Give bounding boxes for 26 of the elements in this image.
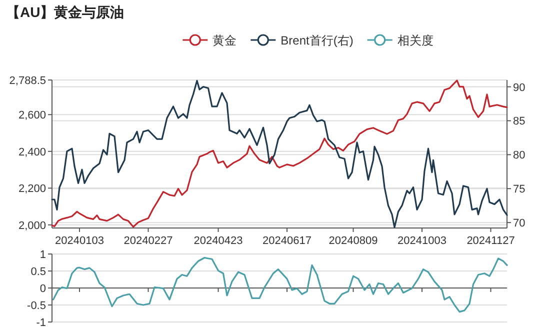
- y2-tick-label: 80: [513, 150, 526, 162]
- y-tick-label: 1: [40, 249, 46, 261]
- x-tick-label: 20240617: [262, 235, 312, 247]
- y-tick-label: 2,600: [18, 110, 46, 122]
- legend-label: Brent首行(右): [280, 34, 354, 48]
- y-tick-label: 0.5: [30, 266, 46, 278]
- x-tick-label: 20241003: [398, 235, 446, 247]
- y2-tick-label: 70: [513, 218, 526, 230]
- y2-tick-label: 90: [513, 82, 526, 94]
- x-tick-label: 20240103: [55, 235, 104, 247]
- y-tick-label: 0: [40, 283, 46, 295]
- y-tick-label: 2,788.5: [9, 75, 46, 87]
- y-tick-label: 2,400: [18, 146, 46, 158]
- x-tick-label: 20240423: [194, 235, 243, 247]
- y-tick-label: -0.5: [27, 300, 46, 312]
- y-tick-label: -1: [36, 317, 46, 327]
- x-tick-label: 20240809: [328, 235, 378, 247]
- y2-tick-label: 85: [513, 116, 526, 128]
- legend-label: 黄金: [212, 34, 237, 48]
- x-tick-label: 20240227: [124, 235, 173, 247]
- legend-label: 相关度: [397, 34, 434, 48]
- y2-tick-label: 75: [513, 184, 526, 196]
- x-tick-label: 20241127: [466, 235, 515, 247]
- y-tick-label: 2,000: [18, 220, 46, 232]
- chart-title: 【AU】黄金与原油: [6, 4, 124, 20]
- y-tick-label: 2,200: [18, 183, 46, 196]
